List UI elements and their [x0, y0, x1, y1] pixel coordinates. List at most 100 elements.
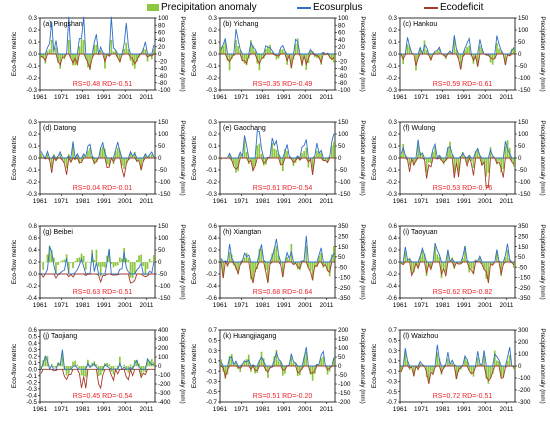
precip-bar — [252, 158, 254, 171]
precip-bar — [108, 54, 111, 57]
precip-bar — [89, 54, 91, 71]
precip-bar — [106, 255, 108, 263]
right-tick-label: 40 — [158, 37, 165, 44]
precip-bar — [250, 262, 252, 280]
left-tick-label: 0.3 — [388, 15, 397, 22]
x-tick-label: 1971 — [54, 302, 69, 309]
precip-bar — [459, 54, 462, 70]
precip-bar — [80, 366, 83, 376]
precip-bar — [506, 249, 509, 263]
y2-axis-label: Precipitation anomaly (mm) — [179, 16, 186, 91]
precip-bar — [434, 52, 436, 55]
precip-bar — [136, 158, 138, 163]
precip-bar — [264, 366, 267, 372]
precip-bar — [57, 54, 59, 63]
precip-bar — [487, 158, 490, 173]
precip-bar — [76, 54, 79, 66]
precip-bar — [55, 158, 57, 162]
precip-bar — [245, 54, 248, 66]
right-tick-label: -50 — [158, 271, 168, 278]
right-tick-label: 0 — [338, 155, 342, 162]
x-tick-label: 1961 — [33, 406, 48, 413]
precip-bar — [309, 51, 312, 55]
precip-bar — [93, 260, 96, 263]
precip-bar — [292, 362, 295, 367]
left-tick-label: 0.5 — [28, 334, 37, 341]
precip-bar — [457, 54, 460, 59]
y-axis-label: Eco-flow metric — [371, 343, 378, 388]
precip-bar — [502, 158, 505, 170]
precip-bar — [406, 44, 409, 55]
precip-bar — [267, 262, 269, 282]
left-tick-label: 0.4 — [28, 340, 37, 347]
precip-bar — [59, 153, 62, 159]
precip-bar — [485, 158, 488, 177]
precip-bar — [320, 54, 323, 65]
precip-bar — [140, 254, 143, 263]
precip-bar — [72, 54, 74, 66]
precip-bar — [451, 154, 454, 159]
right-tick-label: -50 — [338, 264, 348, 271]
precip-bar — [491, 156, 494, 159]
precip-bar — [455, 49, 458, 55]
precip-bar — [150, 54, 153, 60]
precip-bar — [400, 262, 402, 264]
panel-title: (j) Taojiang — [43, 333, 77, 340]
precip-bar — [504, 366, 507, 368]
precip-bar — [500, 50, 503, 55]
precip-bar — [262, 158, 265, 166]
precip-bar — [406, 360, 409, 367]
precip-bar — [273, 356, 276, 367]
right-tick-label: -150 — [158, 295, 171, 302]
precip-bar — [438, 358, 441, 367]
x-tick-label: 2011 — [319, 302, 333, 309]
precip-bar — [447, 358, 449, 367]
precip-bar — [76, 154, 79, 159]
left-tick-label: -0.7 — [386, 399, 397, 406]
precip-bar — [110, 40, 113, 55]
left-tick-label: 0.1 — [28, 39, 37, 46]
precip-bar — [491, 366, 494, 375]
precip-bar — [93, 44, 96, 55]
precip-bar — [70, 366, 72, 371]
right-tick-label: -150 — [518, 275, 531, 282]
precip-bar — [286, 257, 288, 263]
precip-bar — [417, 54, 419, 59]
right-tick-label: -250 — [518, 285, 531, 292]
precip-bar — [52, 366, 55, 368]
precip-bar — [87, 54, 89, 68]
left-tick-label: 0.3 — [208, 348, 217, 355]
left-tick-label: 0.6 — [388, 223, 397, 230]
y2-axis-label: Precipitation anomaly (mm) — [539, 120, 546, 195]
left-tick-label: -0.3 — [386, 191, 397, 198]
x-tick-label: 1971 — [234, 94, 249, 101]
precip-bar — [436, 352, 439, 367]
precip-bar — [476, 148, 479, 159]
precip-bar — [220, 259, 222, 263]
right-tick-label: 0 — [158, 363, 162, 370]
precip-bar — [252, 45, 254, 55]
precip-bar — [324, 262, 327, 265]
right-tick-label: -50 — [338, 372, 348, 379]
precip-bar — [493, 54, 496, 59]
precip-bar — [104, 262, 106, 268]
precip-bar — [449, 364, 451, 367]
right-tick-label: 0 — [518, 51, 522, 58]
right-tick-label: -200 — [518, 387, 531, 394]
y-axis-label: Eco-flow metric — [191, 343, 198, 388]
precip-bar — [333, 245, 335, 263]
left-tick-label: -0.1 — [206, 63, 217, 70]
precip-bar — [438, 256, 441, 263]
precip-bar — [226, 54, 229, 61]
precip-bar — [243, 257, 246, 263]
precip-bar — [423, 158, 426, 160]
right-tick-label: 0 — [338, 363, 342, 370]
x-tick-label: 1991 — [97, 406, 112, 413]
x-tick-label: 1961 — [213, 198, 228, 205]
left-tick-label: 0.4 — [388, 235, 397, 242]
precip-bar — [479, 155, 481, 159]
precip-bar — [451, 362, 454, 367]
precip-bar — [457, 262, 460, 264]
precip-bar — [65, 158, 68, 169]
precip-bar — [99, 50, 102, 55]
